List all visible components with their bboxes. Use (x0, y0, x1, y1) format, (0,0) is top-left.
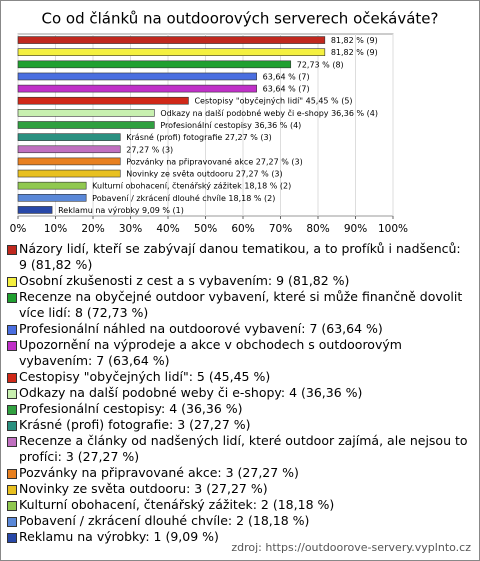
chart: Co od článků na outdoorových serverech o… (10, 10, 439, 236)
x-tick-label: 70% (269, 223, 292, 235)
bar (17, 84, 257, 93)
value-label: Pobavení / zkrácení dlouhé chvíle 18,18 … (92, 193, 275, 203)
legend-swatch (7, 389, 17, 399)
legend-label: Upozornění na výprodeje a akce v obchode… (19, 337, 402, 368)
legend-swatch (7, 533, 17, 543)
bar (17, 194, 87, 202)
legend-item: Kulturní obohacení, čtenářský zážitek: 2… (7, 497, 469, 513)
legend-item: Profesionální náhled na outdoorové vybav… (7, 321, 469, 337)
x-tick-label: 90% (344, 223, 367, 235)
value-label: Reklamu na výrobky 9,09 % (1) (58, 206, 184, 215)
bar (17, 72, 257, 81)
value-label: Novinky ze světa outdooru 27,27 % (3) (126, 170, 282, 179)
bar (17, 60, 292, 69)
legend-swatch (7, 245, 17, 255)
legend-swatch (7, 517, 17, 527)
bar (17, 181, 87, 190)
legend-item: Cestopisy "obyčejných lidí": 5 (45,45 %) (7, 369, 469, 385)
legend-label: Pozvánky na připravované akce: 3 (27,27 … (19, 465, 299, 480)
bar (17, 121, 155, 129)
legend-label: Profesionální náhled na outdoorové vybav… (19, 321, 383, 336)
x-tick-label: 100% (378, 223, 408, 235)
legend-item: Osobní zkušenosti z cest a s vybavením: … (7, 273, 469, 289)
bar (17, 206, 53, 214)
value-label: 63,64 % (7) (263, 72, 310, 81)
legend: Názory lidí, kteří se zabývají danou tem… (7, 241, 469, 545)
bar (17, 96, 189, 105)
value-label: 81,82 % (9) (331, 36, 378, 45)
value-label: Krásné (profi) fotografie 27,27 % (3) (126, 132, 272, 142)
x-tick-label: 0% (10, 223, 27, 235)
legend-swatch (7, 501, 17, 511)
legend-swatch (7, 293, 17, 303)
value-label: 72,73 % (8) (297, 60, 344, 69)
legend-item: Odkazy na další podobné weby či e-shopy:… (7, 385, 469, 401)
legend-item: Recenze a články od nadšených lidí, kter… (7, 433, 469, 465)
legend-swatch (7, 277, 17, 287)
value-label: Kulturní obohacení, čtenářský zážitek 18… (92, 181, 291, 191)
bar (17, 133, 121, 141)
legend-swatch (7, 373, 17, 383)
legend-label: Novinky ze světa outdooru: 3 (27,27 %) (19, 481, 268, 496)
legend-label: Odkazy na další podobné weby či e-shopy:… (19, 385, 363, 400)
x-tick-label: 80% (306, 223, 329, 235)
legend-label: Krásné (profi) fotografie: 3 (27,27 %) (19, 417, 251, 432)
bar (17, 145, 121, 154)
x-tick-label: 40% (156, 223, 179, 235)
chart-title: Co od článků na outdoorových serverech o… (41, 10, 438, 28)
legend-item: Názory lidí, kteří se zabývají danou tem… (7, 241, 469, 273)
legend-item: Pozvánky na připravované akce: 3 (27,27 … (7, 465, 469, 481)
legend-label: Pobavení / zkrácení dlouhé chvíle: 2 (18… (19, 513, 310, 528)
legend-label: Osobní zkušenosti z cest a s vybavením: … (19, 273, 350, 288)
legend-label: Kulturní obohacení, čtenářský zážitek: 2… (19, 497, 335, 512)
value-label: 63,64 % (7) (263, 85, 310, 94)
x-tick-label: 10% (44, 223, 67, 235)
source: zdroj: https://outdoorove-servery.vyplnt… (231, 541, 471, 554)
legend-swatch (7, 437, 17, 447)
legend-swatch (7, 325, 17, 335)
legend-item: Reklamu na výrobky: 1 (9,09 %) (7, 529, 469, 545)
bar (17, 36, 326, 44)
x-tick-label: 60% (231, 223, 254, 235)
value-label: Odkazy na další podobné weby či e-shopy … (160, 108, 378, 118)
legend-item: Krásné (profi) fotografie: 3 (27,27 %) (7, 417, 469, 433)
bar (17, 109, 155, 117)
value-label: 27,27 % (3) (126, 145, 173, 154)
legend-swatch (7, 485, 17, 495)
bar (17, 48, 326, 57)
legend-swatch (7, 469, 17, 479)
x-tick-label: 20% (81, 223, 104, 235)
x-tick-label: 50% (194, 223, 217, 235)
value-label: Cestopisy "obyčejných lidí" 45,45 % (5) (194, 96, 352, 106)
legend-label: Reklamu na výrobky: 1 (9,09 %) (19, 529, 219, 544)
value-label: Profesionální cestopisy 36,36 % (4) (160, 121, 301, 130)
legend-item: Upozornění na výprodeje a akce v obchode… (7, 337, 469, 369)
legend-label: Recenze na obyčejné outdoor vybavení, kt… (19, 289, 463, 320)
legend-label: Profesionální cestopisy: 4 (36,36 %) (19, 401, 243, 416)
value-label: 81,82 % (9) (331, 48, 378, 57)
bar (17, 169, 121, 178)
bar (17, 157, 121, 166)
legend-label: Cestopisy "obyčejných lidí": 5 (45,45 %) (19, 369, 271, 384)
legend-item: Novinky ze světa outdooru: 3 (27,27 %) (7, 481, 469, 497)
legend-swatch (7, 341, 17, 351)
legend-swatch (7, 405, 17, 415)
legend-item: Profesionální cestopisy: 4 (36,36 %) (7, 401, 469, 417)
legend-swatch (7, 421, 17, 431)
legend-label: Recenze a články od nadšených lidí, kter… (19, 433, 468, 464)
value-label: Pozvánky na připravované akce 27,27 % (3… (126, 156, 302, 166)
legend-item: Recenze na obyčejné outdoor vybavení, kt… (7, 289, 469, 321)
x-tick-label: 30% (119, 223, 142, 235)
legend-item: Pobavení / zkrácení dlouhé chvíle: 2 (18… (7, 513, 469, 529)
legend-label: Názory lidí, kteří se zabývají danou tem… (19, 241, 461, 272)
